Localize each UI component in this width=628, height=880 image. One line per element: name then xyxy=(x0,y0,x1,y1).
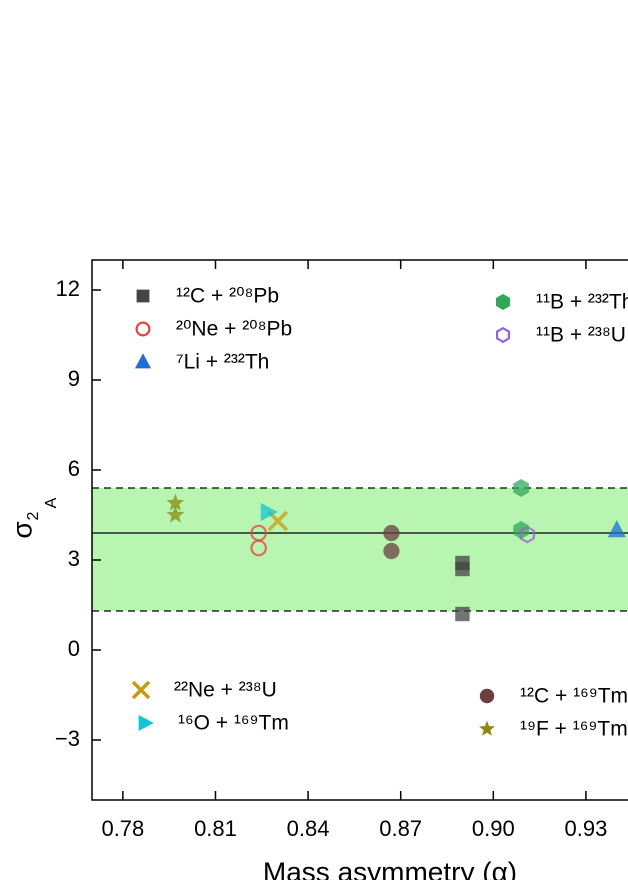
y-label-sub: A xyxy=(43,497,60,508)
data-point xyxy=(260,503,278,521)
legend-label: ²²Ne + ²³⁸U xyxy=(174,679,277,702)
data-point xyxy=(383,542,400,560)
legend-marker xyxy=(131,680,151,700)
legend-label: ¹²C + ¹⁶⁹Tm xyxy=(520,685,628,708)
legend-label: ¹⁹F + ¹⁶⁹Tm xyxy=(520,718,628,741)
y-tick-label: 9 xyxy=(68,366,80,391)
legend-marker xyxy=(136,289,150,303)
data-point xyxy=(166,505,185,523)
x-tick-label: 0.84 xyxy=(287,816,330,841)
legend-label: ⁷Li + ²³²Th xyxy=(176,351,269,374)
legend-marker xyxy=(496,326,510,344)
y-label-sup: 2 xyxy=(25,511,42,520)
legend-marker xyxy=(496,294,510,310)
y-tick-label: 3 xyxy=(68,546,80,571)
x-axis-label: Mass asymmetry (α) xyxy=(263,856,517,880)
band xyxy=(92,488,628,611)
y-axis-label: σ 2 A xyxy=(6,497,60,538)
legend-marker xyxy=(479,720,495,736)
y-tick-label: 6 xyxy=(68,456,80,481)
data-point xyxy=(166,493,185,511)
y-tick-label: 0 xyxy=(68,636,80,661)
plot-frame xyxy=(91,259,628,801)
legend-label: ¹¹B + ²³⁸U xyxy=(536,324,626,347)
legend-marker xyxy=(138,715,154,731)
legend-marker xyxy=(135,321,151,337)
y-tick-label: 12 xyxy=(56,276,80,301)
x-tick-label: 0.87 xyxy=(379,816,422,841)
legend-label: ²⁰Ne + ²⁰⁸Pb xyxy=(176,318,292,341)
legend-marker xyxy=(479,688,495,704)
data-point xyxy=(250,539,267,557)
x-tick-label: 0.90 xyxy=(472,816,515,841)
data-point xyxy=(607,520,626,538)
data-point xyxy=(519,525,536,544)
data-point xyxy=(383,524,400,542)
x-tick-label: 0.78 xyxy=(101,816,144,841)
data-point xyxy=(513,479,529,497)
x-tick-label: 0.93 xyxy=(565,816,608,841)
legend-label: ¹¹B + ²³²Th xyxy=(536,291,628,314)
y-tick-label: −3 xyxy=(55,726,80,751)
legend-marker xyxy=(135,353,151,369)
legend-label: ¹⁶O + ¹⁶⁹Tm xyxy=(178,712,289,735)
x-tick-label: 0.81 xyxy=(194,816,237,841)
legend-label: ¹²C + ²⁰⁸Pb xyxy=(176,285,279,308)
data-point xyxy=(455,606,470,622)
data-point xyxy=(455,555,470,571)
y-label: σ xyxy=(6,521,37,538)
